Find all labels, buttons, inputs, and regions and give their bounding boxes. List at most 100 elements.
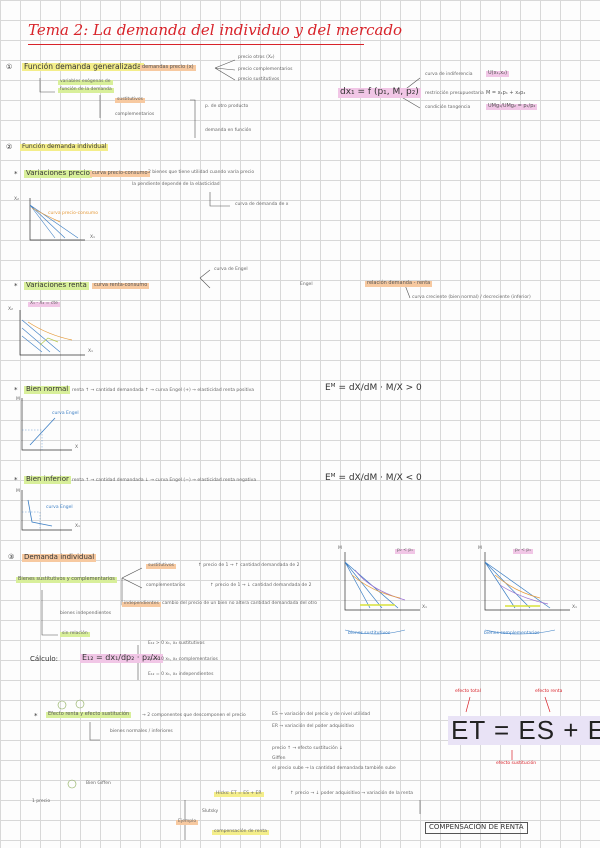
s4-bl2: Bien Giffen — [86, 781, 111, 786]
s4-t3: ER → variación del poder adquisitivo — [272, 724, 355, 729]
s2c-marker: * — [14, 386, 18, 394]
s2d-marker: * — [14, 476, 18, 484]
s1-a3: precio complementarios — [238, 67, 293, 72]
s3-c2: complementarios — [146, 583, 186, 588]
s4-ej: Ejemplo — [176, 819, 199, 825]
s2b-marker: * — [14, 282, 18, 290]
s2a-axis-y: X₂ — [14, 197, 19, 202]
s1-formula: dx₁ = f (p₁, M, p₂) — [338, 87, 421, 98]
s4-marker: * — [34, 712, 38, 720]
s4-t2: ES → variación del precio y de nivel uti… — [272, 712, 371, 717]
s2c-axis-y: M — [16, 397, 20, 402]
s3-g1-axis-x: X₁ — [422, 605, 427, 610]
s3-bl2: sin relación — [60, 631, 90, 637]
s1-f1-label: curva de indiferencia — [425, 72, 473, 77]
s3-g2-caption: bienes complementarios — [484, 631, 540, 636]
s1-f2-label: restricción presupuestaria — [425, 91, 484, 96]
s3-g2-axis-y: M — [478, 546, 482, 551]
s2b-t4: relación demanda - renta — [365, 280, 433, 287]
s1-f3-value: UMg₁/UMg₂ = p₁/p₂ — [486, 103, 538, 110]
s2b-tag: X₁ - X₂ = cte — [28, 301, 60, 307]
s4-eq2: Slutsky — [202, 809, 219, 814]
s1-sub1: sustitutivos — [115, 97, 145, 103]
s1-a1: demandas precio (x) — [140, 64, 196, 71]
s4-label: Efecto renta y efecto sustitución — [46, 711, 132, 718]
s3-g2-tag: p₂ < p₁ — [513, 548, 533, 554]
s4-t1: → 2 componentes que descomponen el preci… — [142, 713, 246, 718]
s3-e2: E₁₂ < 0 x₁, x₂ complementarios — [148, 657, 218, 662]
s1-sub2: complementarios — [115, 112, 155, 117]
s1-heading: Función demanda generalizada — [22, 62, 144, 72]
s3-e1: E₁₂ > 0 x₁, x₂ sustitutivos — [148, 641, 205, 646]
s2d-formula: Eᴹ = dX/dM · M/X < 0 — [325, 473, 422, 483]
s2c-t1: renta ↑ → cantidad demandada ↑ → curva E… — [72, 388, 255, 393]
s2a-t1: curva precio-consumo — [90, 170, 150, 177]
s2d-axis-y: M — [16, 489, 20, 494]
s2a-t3: la pendiente depende de la elasticidad — [132, 182, 220, 187]
s3-c1-text: ↑ precio de 1 → ↑ cantidad demandada de … — [198, 563, 300, 568]
s3-c3-text: cambio del precio de un bien no altera c… — [162, 601, 318, 606]
s1-r2: demanda en función — [205, 128, 252, 133]
s3-g2-axis-x: X₁ — [572, 605, 577, 610]
s4-eq3: compensación de renta — [212, 829, 269, 835]
page-title: Tema 2: La demanda del individuo y del m… — [28, 21, 403, 39]
s2b-axis-x: X₁ — [88, 349, 93, 354]
s2a-marker: * — [14, 170, 18, 178]
s4-compensation: COMPENSACIÓN DE RENTA — [425, 822, 528, 834]
s3-calc: Cálculo: — [30, 655, 58, 663]
s4-bottom: efecto sustitución — [496, 761, 537, 766]
s1-left-note-2: función de la demanda — [58, 87, 114, 93]
s2d-label: Bien inferior — [24, 475, 71, 484]
s3-e3: E₁₂ = 0 x₁, x₂ independientes — [148, 672, 214, 677]
s2d-note: curva Engel — [46, 505, 73, 510]
s3-heading: Demanda individual — [22, 553, 97, 562]
s3-g1-caption: bienes sustitutivos — [348, 631, 391, 636]
s4-eq-right: ↑ precio → ↓ poder adquisitivo → variaci… — [290, 791, 414, 796]
s2a-label: Variaciones precio — [24, 169, 92, 178]
s2b-t3: curva de Engel — [214, 267, 248, 272]
s4-t5: Giffen — [272, 756, 286, 761]
s4-big-formula: ET = ES + ER — [448, 716, 600, 745]
s2d-t1: renta ↑ → cantidad demandada ↓ → curva E… — [72, 478, 257, 483]
s1-a2: precio otros (X₂) — [238, 55, 275, 60]
s2c-label: Bien normal — [24, 385, 71, 394]
s2a-note: curva precio-consumo — [48, 211, 99, 216]
s3-c3: independientes — [122, 601, 161, 607]
s3-b1: Bienes sustitutivos y complementarios — [16, 576, 117, 583]
s1-left-note-1: variables exógenas de — [58, 79, 113, 85]
s3-g1-axis-y: M — [338, 546, 342, 551]
s2c-axis-x: X — [75, 445, 79, 450]
s2b-t1: curva renta-consumo — [92, 282, 150, 289]
s3-bl1: bienes independientes — [60, 611, 112, 616]
s2a-axis-x: X₁ — [90, 235, 95, 240]
title-underline — [28, 44, 364, 45]
s4-top-right: efecto renta — [535, 689, 563, 694]
s4-bullet: 1 precio — [32, 799, 51, 804]
s3-c1: sustitutivos — [146, 563, 176, 569]
s1-f3-label: condición tangencia — [425, 105, 471, 110]
s4-top-left: efecto total — [455, 689, 481, 694]
s2b-label: Variaciones renta — [24, 281, 89, 290]
s3-c2-text: ↑ precio de 1 → ↓ cantidad demandada de … — [210, 583, 312, 588]
s2a-t2: 2 bienes que tiene utilidad cuando varía… — [148, 170, 255, 175]
s2-heading: Función demanda individual — [20, 143, 109, 151]
s2b-t5: curva creciente (bien normal) / decrecie… — [412, 295, 531, 300]
s2c-note: curva Engel — [52, 411, 79, 416]
s2b-t2: Engel — [300, 282, 313, 287]
s2-number: ② — [6, 143, 13, 151]
s4-eq1: Hicks: ET = ES + ER — [214, 791, 264, 797]
s2b-axis-y: X₂ — [8, 307, 13, 312]
s4-bl: precio ↑ → efecto sustitución ↓ — [272, 746, 343, 751]
s1-f1-value: U(x₁,x₂) — [486, 70, 510, 77]
s2d-axis-x: X₁ — [75, 524, 80, 529]
s4-t6: el precio sube → la cantidad demandada t… — [272, 766, 396, 771]
s3-g1-tag: p₂ < p₁ — [395, 548, 415, 554]
s2c-formula: Eᴹ = dX/dM · M/X > 0 — [325, 383, 422, 393]
s1-f2-value: M = x₁p₁ + x₂p₂ — [486, 90, 526, 96]
s3-number: ③ — [8, 553, 15, 561]
s1-a4: precio sustitutivos — [238, 77, 280, 82]
s2a-t4: curva de demanda de x — [235, 202, 289, 207]
s4-t4: bienes normales / inferiores — [110, 729, 173, 734]
s3-eq: E₁₂ = dx₁/dp₂ · p₂/x₁ — [80, 653, 163, 663]
